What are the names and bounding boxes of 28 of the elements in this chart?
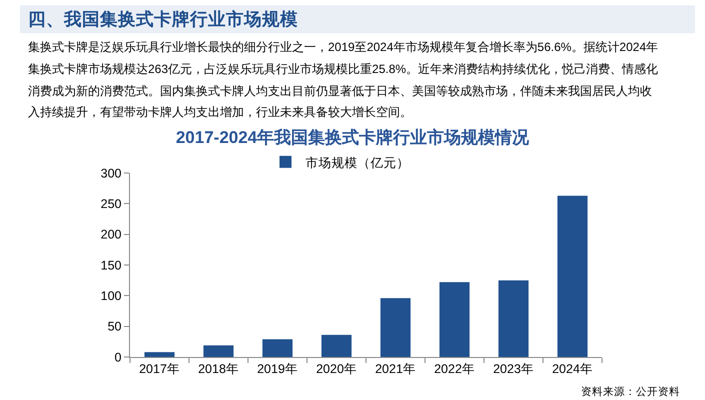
y-tick-label: 250 <box>100 197 122 212</box>
x-tick-label: 2024年 <box>552 362 593 376</box>
y-tick-label: 200 <box>100 228 122 242</box>
y-tick-label: 300 <box>100 166 122 180</box>
text: 四、我国集换式卡牌行业市场规模 <box>28 9 298 29</box>
legend-label: 市场规模（亿元） <box>306 156 410 170</box>
text: 资料来源：公开资料 <box>581 385 680 398</box>
y-tick-label: 150 <box>100 258 122 272</box>
bar <box>321 334 352 357</box>
x-tick-label: 2022年 <box>434 362 475 376</box>
bar <box>203 345 234 357</box>
y-tick-label: 100 <box>100 289 122 304</box>
y-tick-label: 50 <box>108 320 122 334</box>
bar <box>144 352 175 357</box>
y-tick-label: 0 <box>114 350 122 364</box>
x-tick-label: 2019年 <box>257 362 298 376</box>
chart-title: 2017-2024年我国集换式卡牌行业市场规模情况 <box>176 128 530 147</box>
x-tick-label: 2021年 <box>375 362 416 376</box>
x-tick-label: 2017年 <box>139 362 180 376</box>
bar <box>498 280 529 357</box>
x-tick-label: 2020年 <box>316 362 357 376</box>
bar <box>557 196 588 357</box>
x-tick-label: 2018年 <box>198 362 239 376</box>
bar <box>380 298 411 357</box>
bar <box>262 339 293 357</box>
x-tick-label: 2023年 <box>493 362 534 376</box>
text: 集换式卡牌是泛娱乐玩具行业增长最快的细分行业之一，2019至2024年市场规模年复合增长率为56.6%。据统计2024年集换式卡牌市场规模达263亿元，占泛娱乐玩具行业市场规模比重25.8%。近年来消费结构持续优化，悦己消费、情感化消费成为新的消费范式。国内集换式卡牌人均支出目前仍显著低于日本、美国等较成熟市场，伴随未来我国居民人均收入持续提升，有望带动卡牌人均支出增加，行业未来具备较大增长空间。 <box>28 40 658 119</box>
bar <box>439 282 470 357</box>
